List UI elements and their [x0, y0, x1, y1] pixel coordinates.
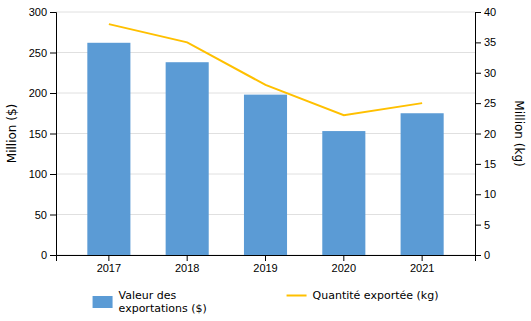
- y2-axis-tick-mark: [475, 103, 481, 104]
- y2-axis-tick-mark: [475, 194, 481, 195]
- y-axis-tick-mark: [50, 53, 56, 54]
- y2-axis-tick: 5: [475, 219, 490, 231]
- legend-label: Valeur desexportations ($): [119, 289, 207, 315]
- x-axis: 2017 2018 2019 2020 2021: [57, 255, 476, 274]
- y2-axis-tick: 0: [475, 249, 490, 261]
- y2-axis-tick: 10: [475, 188, 496, 200]
- y-axis-tick: 50: [35, 209, 56, 221]
- y2-axis-tick-mark: [475, 134, 481, 135]
- y-axis-tick-mark: [50, 255, 56, 256]
- y-axis-line: [50, 13, 57, 256]
- y-axis-tick: 200: [29, 87, 56, 99]
- x-tick: 2017: [97, 255, 121, 274]
- x-tick-mark: [343, 255, 344, 261]
- y-axis-tick: 150: [29, 128, 56, 140]
- y2-axis-tick-label: 35: [484, 36, 496, 48]
- x-tick: 2021: [410, 255, 434, 274]
- y2-axis-tick-mark: [475, 42, 481, 43]
- bar: [401, 113, 444, 255]
- y-axis-tick: 100: [29, 168, 56, 180]
- bar: [244, 95, 287, 255]
- legend-item: Valeur desexportations ($): [93, 289, 207, 315]
- y2-axis-tick: 35: [475, 36, 496, 48]
- y2-axis-tick-label: 20: [484, 128, 496, 140]
- x-tick-mark: [187, 255, 188, 261]
- bar: [322, 131, 365, 255]
- y-axis-tick-label: 50: [35, 209, 47, 221]
- y-axis-tick-label: 0: [41, 249, 47, 261]
- y-axis-tick-mark: [50, 93, 56, 94]
- y2-axis-tick-label: 0: [484, 249, 490, 261]
- chart: 2017 2018 2019 2020 2021 0 50 100 150 200 250 300 0 5…: [0, 0, 531, 321]
- y2-axis-tick-label: 30: [484, 67, 496, 79]
- y-axis: 0 50 100 150 200 250 300: [29, 6, 57, 261]
- y2-axis-tick-mark: [475, 12, 481, 13]
- y-axis-tick-mark: [50, 174, 56, 175]
- x-tick-mark: [422, 255, 423, 261]
- y2-axis-tick-mark: [475, 225, 481, 226]
- x-tick-mark: [108, 255, 109, 261]
- bar-series: [87, 43, 443, 255]
- y-axis-tick-mark: [50, 12, 56, 13]
- y-axis-tick-label: 150: [29, 128, 47, 140]
- y2-axis-tick-mark: [475, 255, 481, 256]
- bar: [166, 62, 209, 255]
- y2-axis-tick: 15: [475, 158, 496, 170]
- y-axis-tick: 300: [29, 6, 56, 18]
- y-axis-tick-label: 300: [29, 6, 47, 18]
- plot: 2017 2018 2019 2020 2021 0 50 100 150 200 250 300 0 5…: [29, 6, 497, 274]
- x-tick: 2020: [332, 255, 356, 274]
- legend: Valeur desexportations ($) Quantité expor…: [93, 289, 439, 315]
- legend-label: Quantité exportée (kg): [313, 289, 439, 302]
- y2-axis-line: [476, 13, 482, 256]
- y-axis-tick-label: 100: [29, 168, 47, 180]
- x-tick-label: 2021: [410, 262, 434, 274]
- y2-axis-tick-label: 5: [484, 219, 490, 231]
- y-axis-title: Million ($): [5, 104, 19, 163]
- y2-axis-title: Million (kg): [512, 100, 526, 166]
- legend-label-line: Valeur des: [119, 289, 177, 302]
- legend-swatch: [93, 296, 113, 308]
- y-axis-tick-mark: [50, 215, 56, 216]
- x-tick-label: 2017: [97, 262, 121, 274]
- bar: [87, 43, 130, 255]
- y2-axis-tick: 25: [475, 97, 496, 109]
- x-tick: 2018: [175, 255, 199, 274]
- y-axis-tick: 0: [41, 249, 56, 261]
- y2-axis-tick-mark: [475, 73, 481, 74]
- x-tick-label: 2019: [253, 262, 277, 274]
- marks: [87, 24, 443, 255]
- x-tick-mark: [265, 255, 266, 261]
- y2-axis-tick: 40: [475, 6, 496, 18]
- y2-axis: 0 5 10 15 20 25 30 35 40: [475, 6, 496, 261]
- y2-axis-tick-label: 40: [484, 6, 496, 18]
- y2-axis-tick-mark: [475, 164, 481, 165]
- legend-label-line: Quantité exportée (kg): [313, 289, 439, 302]
- y2-axis-tick: 30: [475, 67, 496, 79]
- grid-line: [56, 12, 475, 13]
- y2-axis-tick: 20: [475, 128, 496, 140]
- y2-axis-tick-label: 15: [484, 158, 496, 170]
- y-axis-tick: 250: [29, 47, 56, 59]
- grid: [56, 12, 475, 255]
- legend-item: Quantité exportée (kg): [287, 289, 439, 302]
- x-tick-label: 2018: [175, 262, 199, 274]
- y2-axis-tick-label: 25: [484, 97, 496, 109]
- x-tick: 2019: [253, 255, 277, 274]
- legend-label-line: exportations ($): [119, 302, 207, 315]
- y2-axis-tick-label: 10: [484, 188, 496, 200]
- x-tick-label: 2020: [332, 262, 356, 274]
- line: [109, 24, 422, 115]
- y-axis-tick-mark: [50, 134, 56, 135]
- x-axis-line: [57, 256, 476, 262]
- legend-swatch: [287, 295, 307, 297]
- y-axis-tick-label: 250: [29, 47, 47, 59]
- y-axis-tick-label: 200: [29, 87, 47, 99]
